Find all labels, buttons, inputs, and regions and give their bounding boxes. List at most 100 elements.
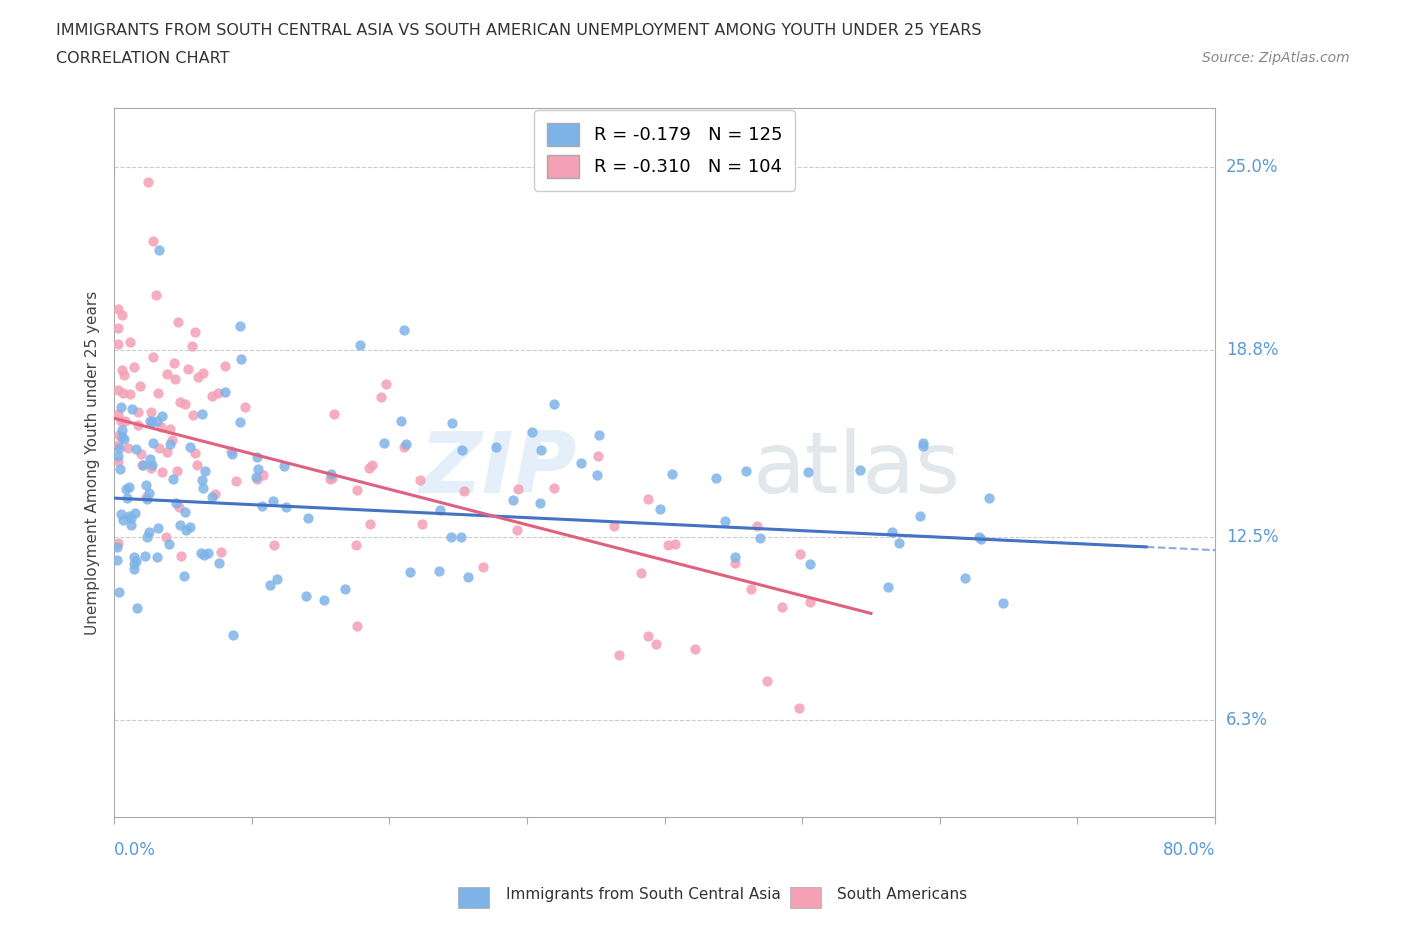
Point — [187, 369, 209, 384]
Point — [346, 483, 368, 498]
Point — [602, 518, 624, 533]
Point — [502, 493, 524, 508]
Point — [127, 418, 149, 432]
Point — [346, 618, 368, 633]
Text: 6.3%: 6.3% — [1226, 711, 1268, 729]
Point — [201, 489, 224, 504]
Point — [124, 442, 146, 457]
Point — [174, 523, 197, 538]
Point — [450, 529, 472, 544]
Point — [953, 570, 976, 585]
Point — [529, 496, 551, 511]
Point — [877, 580, 900, 595]
Point — [197, 545, 219, 560]
Point — [440, 416, 463, 431]
Point — [229, 352, 252, 366]
Point — [520, 424, 543, 439]
Point — [361, 458, 384, 472]
Point — [588, 427, 610, 442]
Point — [374, 377, 396, 392]
Point — [141, 458, 163, 472]
Point — [321, 471, 343, 485]
Point — [129, 379, 152, 393]
Point — [193, 365, 215, 380]
Point — [799, 594, 821, 609]
Point — [225, 473, 247, 488]
Point — [135, 477, 157, 492]
Point — [162, 472, 184, 486]
Point — [120, 511, 142, 525]
Point — [392, 322, 415, 337]
Point — [139, 460, 162, 475]
Point — [166, 463, 188, 478]
Point — [136, 529, 159, 544]
Point — [111, 308, 134, 323]
Point — [297, 511, 319, 525]
Point — [749, 530, 772, 545]
Point — [453, 484, 475, 498]
Point — [110, 430, 132, 445]
Point — [170, 549, 193, 564]
Point — [637, 629, 659, 644]
Point — [409, 472, 432, 487]
Point — [118, 480, 141, 495]
Point — [111, 423, 134, 438]
Point — [105, 552, 128, 567]
Point — [163, 355, 186, 370]
Text: 12.5%: 12.5% — [1226, 527, 1278, 546]
Point — [246, 450, 269, 465]
Point — [704, 471, 727, 485]
Point — [122, 360, 145, 375]
Text: 25.0%: 25.0% — [1226, 158, 1278, 176]
Point — [159, 421, 181, 436]
Point — [181, 407, 204, 422]
Point — [204, 486, 226, 501]
Point — [118, 335, 141, 350]
Point — [191, 481, 214, 496]
Point — [908, 509, 931, 524]
Point — [508, 481, 530, 496]
Point — [880, 525, 903, 539]
Point — [174, 397, 197, 412]
Point — [543, 397, 565, 412]
Point — [323, 406, 346, 421]
Point — [427, 564, 450, 578]
Point — [714, 513, 737, 528]
Point — [179, 439, 201, 454]
Point — [630, 565, 652, 580]
Point — [177, 361, 200, 376]
Point — [142, 233, 165, 248]
Point — [169, 395, 191, 410]
Point — [122, 556, 145, 571]
Point — [136, 175, 159, 190]
Point — [146, 549, 169, 564]
Point — [127, 601, 149, 616]
Point — [262, 493, 284, 508]
Point — [105, 539, 128, 554]
Point — [664, 537, 686, 551]
Point — [359, 516, 381, 531]
Point — [273, 458, 295, 473]
Point — [107, 383, 129, 398]
Point — [344, 538, 367, 553]
Point — [246, 472, 269, 486]
Point — [124, 553, 146, 568]
Point — [131, 458, 153, 472]
Point — [246, 461, 269, 476]
Point — [173, 569, 195, 584]
Point — [183, 445, 205, 460]
Point — [294, 589, 316, 604]
Point — [142, 350, 165, 365]
Point — [112, 512, 135, 527]
Point — [132, 458, 155, 472]
Point — [887, 536, 910, 551]
Point — [127, 405, 149, 419]
Point — [160, 432, 183, 447]
Text: IMMIGRANTS FROM SOUTH CENTRAL ASIA VS SOUTH AMERICAN UNEMPLOYMENT AMONG YOUTH UN: IMMIGRANTS FROM SOUTH CENTRAL ASIA VS SO… — [56, 23, 981, 38]
Point — [321, 467, 343, 482]
Point — [770, 600, 793, 615]
Point — [107, 320, 129, 335]
Point — [146, 386, 169, 401]
Point — [756, 673, 779, 688]
Point — [118, 508, 141, 523]
